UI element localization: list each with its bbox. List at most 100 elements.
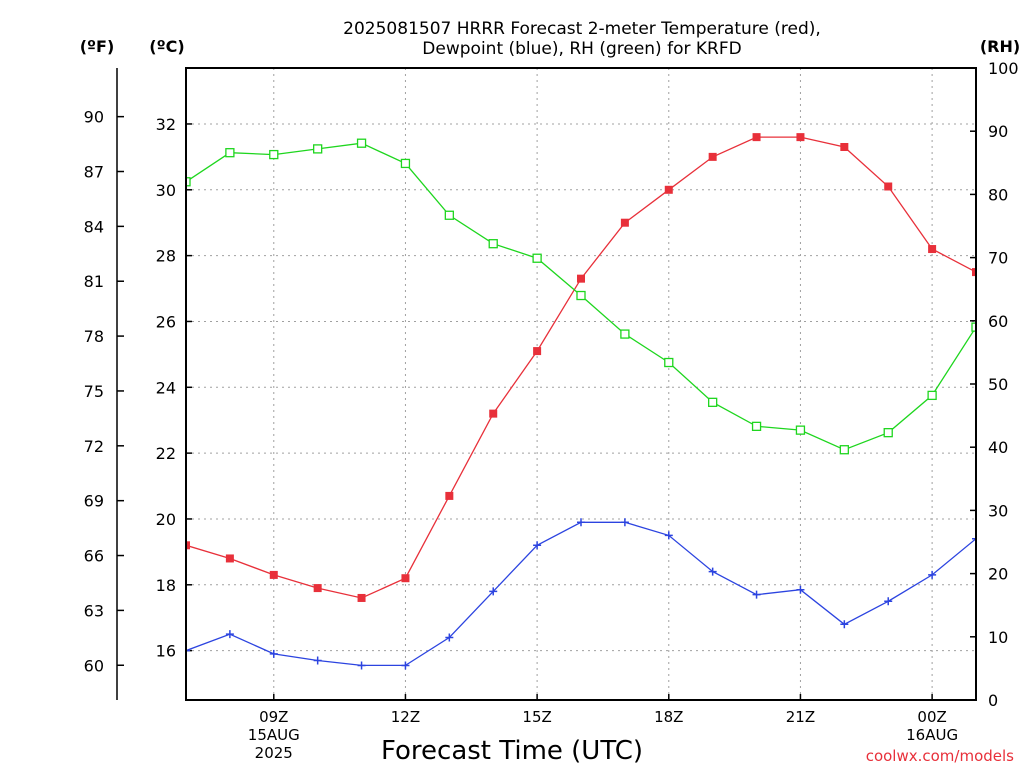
fahrenheit-tick-label-5: 75 (84, 382, 104, 401)
rh-unit-label: (RH) (980, 37, 1020, 56)
dewpoint-point-1 (225, 630, 234, 639)
temperature-point-2 (269, 570, 278, 579)
temperature-point-9 (577, 274, 585, 283)
fahrenheit-tick-label-7: 81 (84, 272, 104, 291)
rh-point-1 (225, 148, 235, 158)
rh-point-11 (664, 357, 674, 368)
rh-tick-label-2: 20 (988, 565, 1008, 584)
rh-point-4 (356, 138, 367, 148)
x-tick-label-4-0: 21Z (786, 708, 815, 726)
temperature-point-1 (225, 554, 234, 563)
dewpoint-point-8 (533, 541, 542, 550)
dewpoint-point-16 (884, 597, 893, 606)
rh-point-2 (269, 149, 279, 160)
data-series (186, 133, 976, 670)
celsius-tick-label-2: 20 (156, 510, 176, 529)
rh-point-16 (883, 428, 893, 438)
celsius-tick-label-0: 16 (156, 642, 176, 661)
dewpoint-point-3 (313, 656, 322, 665)
rh-point-8 (532, 253, 542, 263)
dewpoint-point-18 (972, 534, 976, 543)
dewpoint-point-2 (269, 649, 278, 658)
fahrenheit-tick-label-0: 60 (84, 656, 104, 675)
dewpoint-point-9 (577, 518, 585, 527)
celsius-tick-label-7: 30 (156, 181, 176, 200)
dewpoint-point-10 (620, 518, 629, 527)
rh-point-5 (400, 158, 411, 169)
x-tick-label-1-0: 12Z (391, 708, 420, 726)
fahrenheit-tick-label-1: 63 (84, 601, 104, 620)
celsius-tick-label-1: 18 (156, 576, 176, 595)
fahrenheit-tick-label-3: 69 (84, 492, 104, 511)
fahrenheit-tick-label-10: 90 (84, 108, 104, 127)
rh-point-15 (839, 445, 849, 455)
temperature-point-5 (401, 574, 410, 583)
dewpoint-point-4 (357, 661, 366, 670)
temperature-line (186, 136, 976, 599)
dewpoint-point-17 (928, 570, 937, 579)
dewpoint-point-14 (796, 585, 805, 594)
temperature-point-16 (884, 182, 893, 191)
temperature-point-6 (445, 491, 454, 500)
chart-title-line-1: 2025081507 HRRR Forecast 2-meter Tempera… (343, 19, 821, 39)
fahrenheit-tick-label-2: 66 (84, 547, 104, 566)
temperature-point-17 (928, 245, 937, 254)
temperature-point-7 (489, 409, 498, 418)
rh-point-18 (971, 322, 976, 332)
celsius-unit-label: (ºC) (149, 37, 184, 56)
x-tick-label-2-0: 15Z (522, 708, 551, 726)
x-tick-label-5-1: 16AUG (906, 726, 958, 744)
fahrenheit-unit-label: (ºF) (80, 37, 115, 56)
rh-tick-label-6: 60 (988, 312, 1008, 331)
dewpoint-point-12 (708, 567, 717, 576)
dewpoint-point-7 (489, 587, 498, 596)
dewpoint-point-13 (752, 590, 761, 599)
rh-tick-label-7: 70 (988, 249, 1008, 268)
rh-tick-label-5: 50 (988, 375, 1008, 394)
rh-point-17 (927, 390, 937, 401)
celsius-tick-label-3: 22 (156, 444, 176, 463)
rh-point-12 (708, 397, 718, 407)
dewpoint-point-5 (401, 661, 410, 670)
dewpoint-point-0 (186, 646, 190, 655)
celsius-tick-label-4: 24 (156, 378, 176, 397)
x-tick-label-5-0: 00Z (917, 708, 946, 726)
temperature-point-18 (972, 268, 976, 277)
temperature-point-15 (840, 143, 849, 151)
chart-title-line-2: Dewpoint (blue), RH (green) for KRFD (422, 39, 741, 59)
dewpoint-point-6 (445, 633, 454, 642)
dewpoint-point-15 (840, 620, 849, 629)
rh-tick-label-8: 80 (988, 185, 1008, 204)
dewpoint-point-11 (664, 531, 673, 540)
rh-tick-label-4: 40 (988, 438, 1008, 457)
rh-tick-label-9: 90 (988, 122, 1008, 141)
credit-label: coolwx.com/models (866, 747, 1014, 765)
fahrenheit-tick-label-8: 84 (84, 217, 104, 236)
rh-point-10 (620, 329, 630, 339)
rh-tick-label-3: 30 (988, 501, 1008, 520)
x-tick-label-3-0: 18Z (654, 708, 683, 726)
rh-tick-label-10: 100 (988, 59, 1019, 78)
temperature-point-4 (357, 593, 366, 602)
temperature-point-0 (186, 541, 190, 550)
celsius-tick-label-5: 26 (156, 312, 176, 331)
x-tick-label-0-2: 2025 (255, 744, 293, 762)
temperature-point-8 (533, 347, 542, 356)
rh-point-13 (751, 421, 762, 431)
temperature-point-11 (664, 185, 673, 194)
rh-point-0 (186, 177, 191, 187)
fahrenheit-tick-label-9: 87 (84, 163, 104, 182)
rh-tick-label-0: 0 (988, 691, 998, 710)
x-tick-label-0-1: 15AUG (248, 726, 300, 744)
fahrenheit-tick-label-4: 72 (84, 437, 104, 456)
rh-point-9 (576, 290, 586, 301)
temperature-point-14 (796, 133, 805, 142)
x-tick-label-0-0: 09Z (259, 708, 288, 726)
fahrenheit-tick-label-6: 78 (84, 327, 104, 346)
temperature-point-12 (708, 152, 717, 161)
rh-point-7 (488, 239, 498, 249)
celsius-tick-label-8: 32 (156, 115, 176, 134)
rh-point-3 (313, 144, 323, 154)
